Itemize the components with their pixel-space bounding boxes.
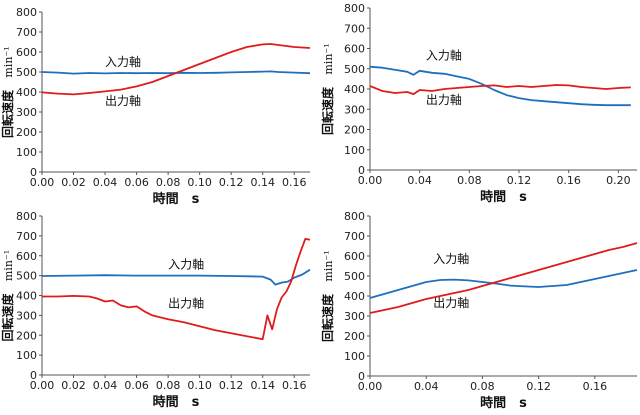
- series-annotation: 出力軸: [426, 93, 462, 107]
- x-tick-label: 0.06: [124, 176, 149, 189]
- x-tick-label: 0.02: [61, 176, 86, 189]
- y-tick-label: 500: [344, 63, 365, 76]
- y-tick-label: 400: [344, 83, 365, 96]
- series-line-output-shaft: [42, 237, 311, 341]
- chart-2: 0 100 200 300 400 500 600 700 800 0.00 0.04 0.08 0.1…: [320, 2, 637, 205]
- y-tick-label: 200: [344, 124, 365, 137]
- y-tick-label: 700: [344, 22, 365, 35]
- x-tick-label: 0.16: [282, 379, 307, 392]
- y-axis-unit: min⁻¹: [322, 250, 335, 281]
- x-tick-label: 0.00: [358, 174, 383, 187]
- x-tick-label: 0.16: [556, 174, 581, 187]
- y-tick-label: 800: [16, 6, 37, 19]
- y-tick-label: 600: [344, 250, 365, 263]
- y-axis-unit: min⁻¹: [2, 46, 15, 77]
- x-tick-label: 0.04: [93, 379, 118, 392]
- x-tick-label: 0.04: [93, 176, 118, 189]
- x-tick-label: 0.08: [470, 380, 495, 393]
- x-tick-label: 0.00: [30, 176, 55, 189]
- series-line-output-shaft: [369, 84, 631, 95]
- y-tick-label: 300: [344, 310, 365, 323]
- y-axis-label: 回転速度: [0, 89, 15, 138]
- x-tick-label: 0.04: [414, 380, 439, 393]
- y-axis-label: 回転速度: [0, 293, 15, 342]
- x-tick-label: 0.16: [282, 176, 307, 189]
- y-tick-label: 0: [30, 369, 37, 382]
- x-tick-label: 0.02: [61, 379, 86, 392]
- x-tick-label: 0.10: [187, 379, 212, 392]
- y-tick-label: 0: [358, 164, 365, 177]
- y-axis-unit: min⁻¹: [322, 43, 335, 74]
- y-tick-label: 400: [344, 290, 365, 303]
- series-line-input-shaft: [369, 269, 638, 299]
- y-tick-label: 800: [344, 2, 365, 15]
- chart-1: 0 100 200 300 400 500 600 700 800 0.00 0.02 0.04 0.0…: [0, 6, 311, 207]
- y-tick-label: 800: [344, 210, 365, 223]
- x-tick-label: 0.12: [526, 380, 551, 393]
- y-tick-label: 400: [16, 86, 37, 99]
- series-annotation: 入力軸: [433, 252, 469, 266]
- series-annotation: 出力軸: [105, 94, 141, 108]
- y-tick-label: 700: [16, 26, 37, 39]
- y-tick-label: 200: [16, 126, 37, 139]
- y-tick-label: 700: [16, 230, 37, 243]
- y-tick-label: 100: [16, 349, 37, 362]
- y-tick-label: 200: [344, 330, 365, 343]
- x-tick-label: 0.20: [606, 174, 631, 187]
- x-tick-label: 0.16: [583, 380, 608, 393]
- y-tick-label: 600: [16, 250, 37, 263]
- y-tick-label: 200: [16, 329, 37, 342]
- series-annotation: 入力軸: [426, 49, 462, 63]
- series-line-input-shaft: [41, 268, 311, 286]
- y-tick-label: 600: [16, 46, 37, 59]
- x-tick-label: 0.08: [156, 176, 181, 189]
- x-tick-label: 0.14: [250, 379, 275, 392]
- y-tick-label: 300: [344, 103, 365, 116]
- y-tick-label: 800: [16, 210, 37, 223]
- y-tick-label: 0: [30, 166, 37, 179]
- x-tick-label: 0.12: [219, 176, 244, 189]
- series-line-input-shaft: [41, 70, 311, 75]
- y-tick-label: 0: [358, 370, 365, 383]
- series-line-input-shaft: [369, 65, 631, 107]
- x-tick-label: 0.00: [30, 379, 55, 392]
- y-tick-label: 700: [344, 230, 365, 243]
- x-tick-label: 0.06: [124, 379, 149, 392]
- x-tick-label: 0.08: [156, 379, 181, 392]
- y-tick-label: 300: [16, 309, 37, 322]
- chart-4: 0 100 200 300 400 500 600 700 800 0.00 0.04 0.08 0.1…: [320, 210, 638, 411]
- series-annotation: 入力軸: [168, 258, 204, 272]
- x-axis-label: 時間 s: [153, 191, 200, 207]
- y-axis-label: 回転速度: [320, 293, 335, 342]
- chart-3: 0 100 200 300 400 500 600 700 800 0.00 0.02 0.04 0.0…: [0, 210, 311, 410]
- series-line-output-shaft: [369, 242, 638, 314]
- x-tick-label: 0.12: [507, 174, 532, 187]
- y-tick-label: 100: [344, 144, 365, 157]
- series-annotation: 出力軸: [168, 296, 204, 310]
- x-axis-label: 時間 s: [480, 189, 527, 205]
- series-annotation: 出力軸: [433, 296, 469, 310]
- y-tick-label: 500: [16, 66, 37, 79]
- y-tick-label: 100: [344, 350, 365, 363]
- x-tick-label: 0.14: [250, 176, 275, 189]
- x-tick-label: 0.08: [457, 174, 482, 187]
- x-tick-label: 0.10: [187, 176, 212, 189]
- y-axis-label: 回転速度: [320, 86, 335, 135]
- x-axis-label: 時間 s: [480, 395, 527, 411]
- x-tick-label: 0.04: [407, 174, 432, 187]
- x-tick-label: 0.00: [358, 380, 383, 393]
- x-tick-label: 0.12: [219, 379, 244, 392]
- y-tick-label: 100: [16, 146, 37, 159]
- y-tick-label: 400: [16, 290, 37, 303]
- series-annotation: 入力軸: [105, 55, 141, 69]
- y-tick-label: 600: [344, 43, 365, 56]
- y-tick-label: 500: [344, 270, 365, 283]
- x-axis-label: 時間 s: [153, 394, 200, 410]
- y-tick-label: 500: [16, 270, 37, 283]
- series-line-output-shaft: [41, 43, 311, 96]
- y-tick-label: 300: [16, 106, 37, 119]
- y-axis-unit: min⁻¹: [2, 250, 15, 281]
